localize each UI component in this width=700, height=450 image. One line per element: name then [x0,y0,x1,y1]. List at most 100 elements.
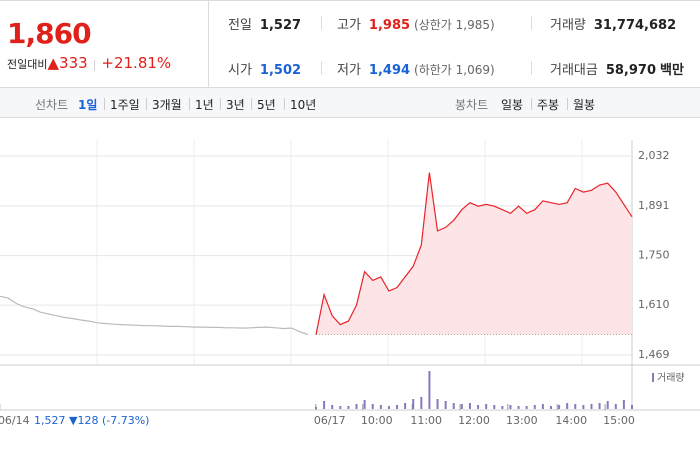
volume-bar [396,405,399,409]
volume-bar [558,405,561,409]
prior-day-note: 1,527 ▼128 (-7.73%) [34,414,149,427]
x-tick-label: 10:00 [361,414,393,427]
y-tick-label: 2,032 [638,149,670,162]
volume-bar [315,407,317,409]
y-tick-label: 1,610 [638,298,670,311]
up-icon: ▲ [47,54,60,72]
range-tab[interactable]: 1년 [195,98,214,112]
volume-bar [428,371,431,409]
stat-label: 거래대금 [550,63,598,78]
divider [321,16,322,30]
stat-item: 저가 1,494 (하한가 1,069) [337,59,495,78]
stat-unit: 백만 [660,63,684,78]
volume-bar [493,405,496,409]
change-value: 333 [59,54,88,72]
x-tick-label: 06/14 [0,414,30,427]
prior-change-pct: (-7.73%) [102,414,150,427]
legend-label: 거래량 [657,372,685,384]
stat-label: 전일 [228,18,252,33]
stat-value: 1,502 [259,63,302,78]
price-area [316,172,632,335]
tab-divider [567,98,568,110]
stat-item: 거래대금 58,970 백만 [550,59,684,78]
volume-bar [468,403,471,409]
volume-bar [614,404,617,409]
range-tab[interactable]: 10년 [290,98,317,112]
volume-bar [477,405,480,409]
volume-bar [598,403,601,409]
stat-item: 시가 1,502 [228,59,301,78]
tab-divider [146,98,147,110]
volume-bar [420,397,423,409]
volume-bar [485,404,488,409]
divider [531,16,532,30]
volume-bar [590,404,593,409]
range-tab[interactable]: 1주일 [110,98,140,112]
down-icon: ▼ [66,414,78,427]
x-tick-label: 13:00 [506,414,538,427]
volume-bar [436,399,439,409]
volume-bar [631,405,633,409]
volume-bar [347,406,350,409]
tab-divider [251,98,252,110]
x-tick-label: 14:00 [555,414,587,427]
legend-swatch [652,373,654,382]
volume-bar [404,403,407,409]
stat-value: 31,774,682 [593,18,677,33]
price-line [0,295,309,336]
volume-bar [517,406,520,409]
volume-bar [412,399,415,409]
volume-bar [379,405,382,409]
volume-bar [363,400,366,409]
quote-header: 1,860 전일대비▲333 | +21.81% 전일 1,527 고가 1,985 (상한… [0,0,700,88]
volume-bar [622,400,625,409]
volume-bar [582,405,585,409]
volume-bar [549,406,552,409]
volume-bar [533,405,536,409]
volume-bar [452,403,455,409]
volume-bar [574,404,577,409]
stat-item: 고가 1,985 (상한가 1,985) [337,14,495,33]
range-tab[interactable]: 3개월 [152,98,182,112]
x-tick-label: 15:00 [603,414,635,427]
divider: | [92,58,97,71]
volume-bar [460,404,463,409]
y-tick-label: 1,750 [638,249,670,262]
tab-divider [189,98,190,110]
stat-label: 저가 [337,63,361,78]
volume-bar [387,406,390,409]
range-tab[interactable]: 5년 [257,98,276,112]
prior-change: 128 [77,414,98,427]
volume-bar [355,404,358,409]
tab-divider [284,98,285,110]
tab-divider [531,98,532,110]
current-price: 1,860 [7,17,92,50]
tab-group-label: 선차트 [35,98,69,112]
tab-divider [104,98,105,110]
change-label: 전일대비 [7,58,48,71]
stat-label: 고가 [337,18,361,33]
stat-value: 1,985 [368,18,411,33]
volume-bar [566,403,569,409]
candle-tab[interactable]: 일봉 [501,98,524,112]
volume-bar [501,406,504,409]
range-tab[interactable]: 3년 [226,98,245,112]
quote-box: 1,860 전일대비▲333 | +21.81% [0,1,209,87]
y-tick-label: 1,469 [638,348,670,361]
volume-bar [606,401,609,409]
stat-value: 58,970 [605,63,657,78]
range-tab[interactable]: 1일 [78,98,98,112]
stat-label: 시가 [228,63,252,78]
candle-tab[interactable]: 월봉 [573,98,596,112]
stat-item: 거래량 31,774,682 [550,14,676,33]
volume-bar [541,404,544,409]
volume-bar [331,405,334,409]
tab-divider [220,98,221,110]
prior-close: 1,527 [34,414,66,427]
divider [531,61,532,75]
x-tick-label: 12:00 [458,414,490,427]
stat-note: (상한가 1,985) [414,18,495,32]
divider [321,61,322,75]
candle-tab[interactable]: 주봉 [537,98,560,112]
